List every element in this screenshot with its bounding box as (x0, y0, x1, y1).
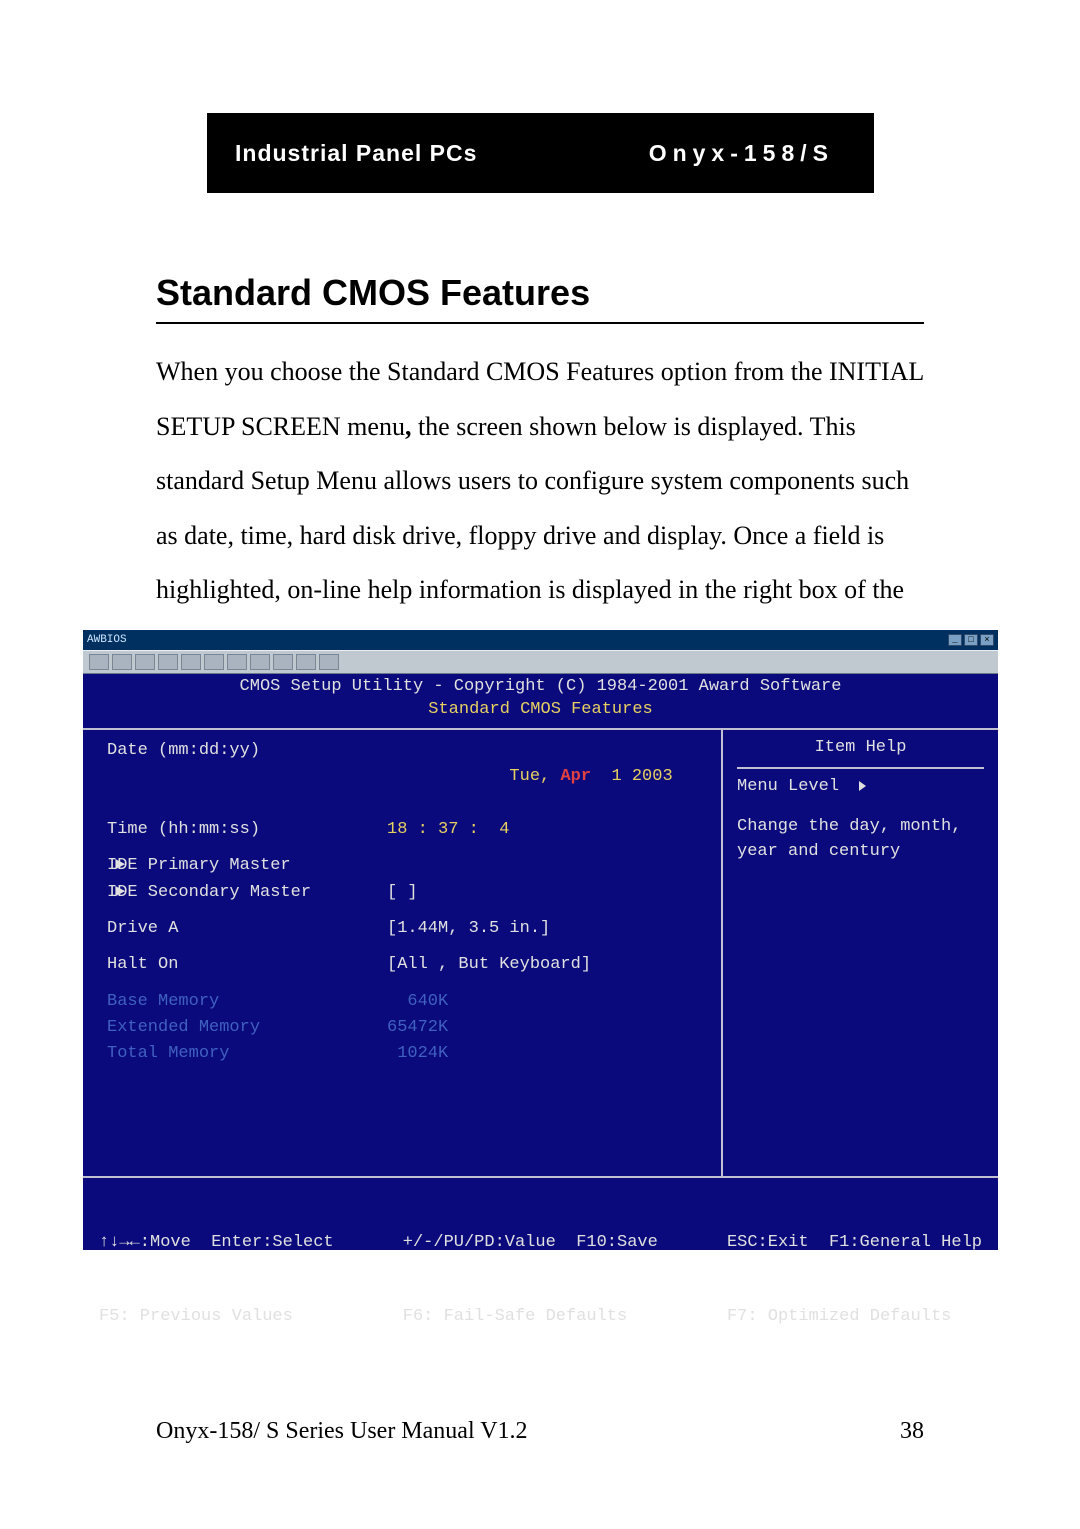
footer-c1b: F5: Previous Values (99, 1305, 334, 1330)
date-label: Date (mm:dd:yy) (107, 738, 387, 817)
ide-pm-label: IDE Primary Master (107, 853, 387, 879)
bios-left-pane: Date (mm:dd:yy) Tue, Apr 1 2003 Time (hh… (83, 730, 723, 1176)
page: Industrial Panel PCs Onyx-158/S Standard… (0, 0, 1080, 1529)
maximize-icon[interactable]: □ (964, 634, 978, 646)
toolbar-icon[interactable] (181, 654, 201, 670)
base-mem-label: Base Memory (107, 989, 387, 1015)
halt-label: Halt On (107, 952, 387, 978)
total-mem-value: 1024K (387, 1041, 707, 1067)
ide-pm-value (387, 853, 707, 879)
close-icon[interactable]: × (980, 634, 994, 646)
toolbar-icon[interactable] (296, 654, 316, 670)
submenu-arrow-icon: ► (115, 853, 125, 879)
footer-c2a: +/-/PU/PD:Value F10:Save (403, 1231, 658, 1256)
menu-level-label: Menu Level (737, 777, 839, 796)
bios-row-drive-a[interactable]: Drive A [1.44M, 3.5 in.] (107, 916, 707, 942)
drive-a-value: [1.44M, 3.5 in.] (387, 916, 707, 942)
bios-header-line2: Standard CMOS Features (83, 699, 998, 722)
bios-row-base-mem: Base Memory 640K (107, 989, 707, 1015)
bios-header-line1: CMOS Setup Utility - Copyright (C) 1984-… (83, 676, 998, 699)
drive-a-label: Drive A (107, 916, 387, 942)
page-footer: Onyx-158/ S Series User Manual V1.2 38 (156, 1418, 924, 1445)
footer-c3b: F7: Optimized Defaults (727, 1305, 982, 1330)
toolbar-icon[interactable] (112, 654, 132, 670)
ide-sm-value: [ ] (387, 880, 707, 906)
header-left-label: Industrial Panel PCs (207, 140, 649, 167)
time-label: Time (hh:mm:ss) (107, 817, 387, 843)
bios-row-date[interactable]: Date (mm:dd:yy) Tue, Apr 1 2003 (107, 738, 707, 817)
help-description: Change the day, month, year and century (737, 814, 984, 865)
footer-c3a: ESC:Exit F1:General Help (727, 1231, 982, 1256)
toolbar-icon[interactable] (250, 654, 270, 670)
section-title: Standard CMOS Features (156, 272, 924, 324)
ext-mem-label: Extended Memory (107, 1015, 387, 1041)
bios-header: CMOS Setup Utility - Copyright (C) 1984-… (83, 674, 998, 728)
header-right-label: Onyx-158/S (649, 140, 874, 167)
ide-sm-label: IDE Secondary Master (107, 880, 387, 906)
date-suffix: 1 2003 (591, 767, 673, 786)
time-value: 18 : 37 : 4 (387, 817, 707, 843)
bios-row-halt[interactable]: Halt On [All , But Keyboard] (107, 952, 707, 978)
bios-titlebar-buttons: _ □ × (948, 634, 994, 646)
minimize-icon[interactable]: _ (948, 634, 962, 646)
footer-left: Onyx-158/ S Series User Manual V1.2 (156, 1418, 528, 1445)
toolbar-icon[interactable] (204, 654, 224, 670)
date-value: Tue, Apr 1 2003 (387, 738, 707, 817)
toolbar-icon[interactable] (89, 654, 109, 670)
toolbar-icon[interactable] (273, 654, 293, 670)
toolbar-icon[interactable] (135, 654, 155, 670)
date-prefix: Tue, (509, 767, 560, 786)
submenu-arrow-icon: ► (115, 880, 125, 906)
bios-row-ide-pm[interactable]: ► IDE Primary Master (107, 853, 707, 879)
bios-toolbar (83, 650, 998, 674)
ext-mem-value: 65472K (387, 1015, 707, 1041)
body-paragraph: When you choose the Standard CMOS Featur… (156, 345, 924, 673)
menu-level-arrow-icon (859, 781, 866, 791)
bios-row-ide-sm[interactable]: ► IDE Secondary Master [ ] (107, 880, 707, 906)
footer-col1: ↑↓→←:Move Enter:Select F5: Previous Valu… (99, 1182, 334, 1379)
footer-col2: +/-/PU/PD:Value F10:Save F6: Fail-Safe D… (403, 1182, 658, 1379)
date-red: Apr (560, 767, 591, 786)
help-menu-level: Menu Level (737, 767, 984, 814)
footer-c2b: F6: Fail-Safe Defaults (403, 1305, 658, 1330)
help-title: Item Help (737, 738, 984, 767)
bios-row-ext-mem: Extended Memory 65472K (107, 1015, 707, 1041)
footer-c1a: ↑↓→←:Move Enter:Select (99, 1231, 334, 1256)
header-bar: Industrial Panel PCs Onyx-158/S (207, 113, 874, 193)
body-text-after: the screen shown below is displayed. Thi… (156, 412, 909, 659)
toolbar-icon[interactable] (227, 654, 247, 670)
base-mem-value: 640K (387, 989, 707, 1015)
bios-titlebar-text: AWBIOS (87, 634, 127, 646)
bios-body: Date (mm:dd:yy) Tue, Apr 1 2003 Time (hh… (83, 728, 998, 1178)
footer-col3: ESC:Exit F1:General Help F7: Optimized D… (727, 1182, 982, 1379)
total-mem-label: Total Memory (107, 1041, 387, 1067)
footer-page-number: 38 (900, 1418, 924, 1445)
toolbar-icon[interactable] (319, 654, 339, 670)
bios-window: AWBIOS _ □ × CMOS Setup Utility - Copyri… (83, 630, 998, 1250)
bios-row-total-mem: Total Memory 1024K (107, 1041, 707, 1067)
toolbar-icon[interactable] (158, 654, 178, 670)
halt-value: [All , But Keyboard] (387, 952, 707, 978)
bios-help-pane: Item Help Menu Level Change the day, mon… (723, 730, 998, 1176)
bios-footer: ↑↓→←:Move Enter:Select F5: Previous Valu… (83, 1178, 998, 1387)
bios-row-time[interactable]: Time (hh:mm:ss) 18 : 37 : 4 (107, 817, 707, 843)
bios-titlebar: AWBIOS _ □ × (83, 630, 998, 650)
